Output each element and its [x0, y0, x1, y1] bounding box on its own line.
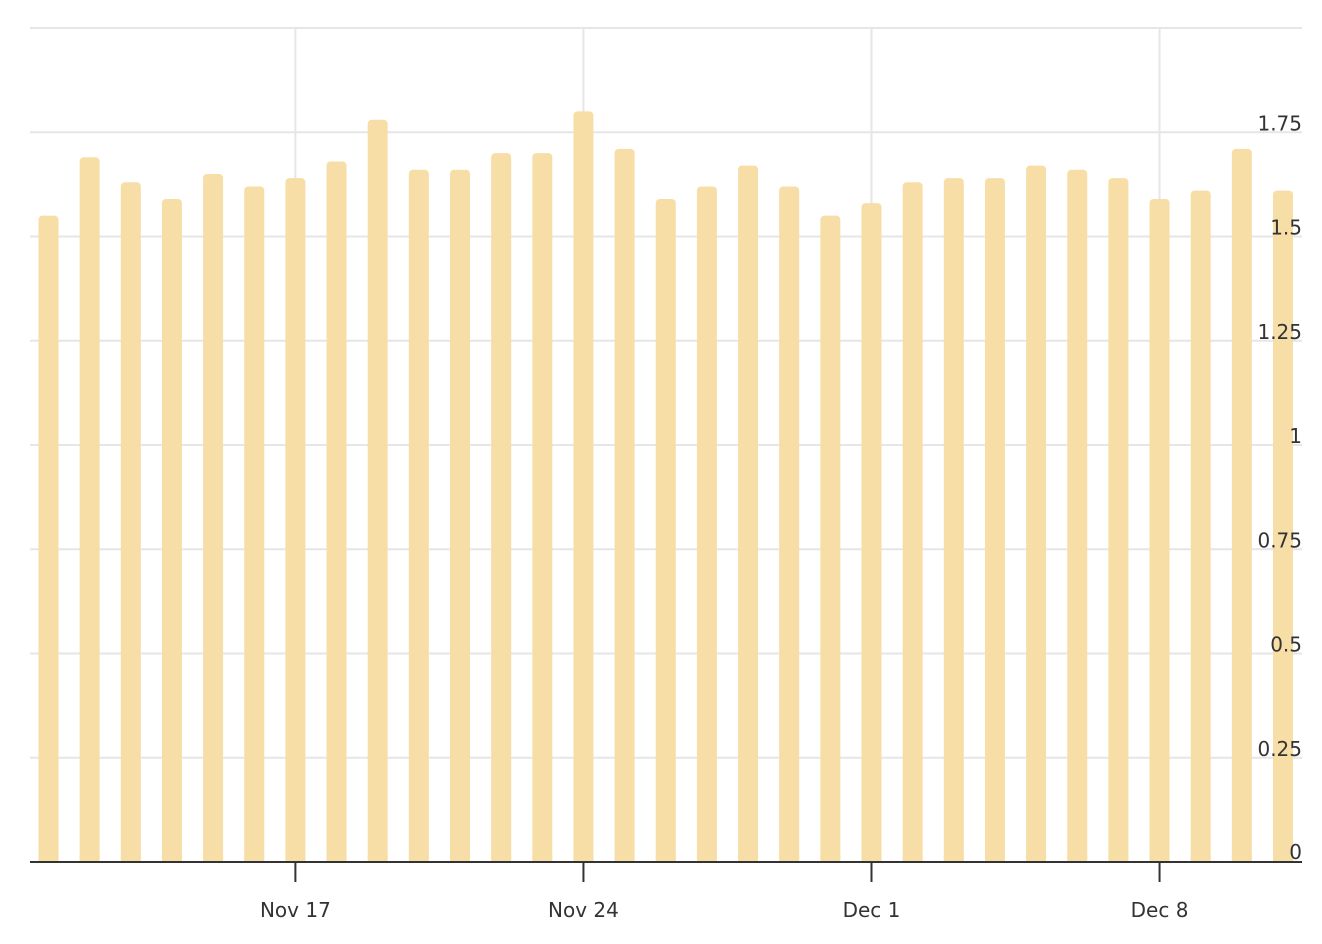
y-tick-label: 1.75 [1257, 111, 1302, 135]
bar [203, 173, 224, 862]
bar-base [367, 856, 388, 862]
x-tick-label: Nov 17 [260, 898, 331, 922]
y-tick-label: 1 [1289, 424, 1302, 448]
y-tick-label: 0.5 [1270, 633, 1302, 657]
y-tick-label: 1.25 [1257, 320, 1302, 344]
bar-base [203, 856, 224, 862]
bar [326, 161, 347, 862]
y-tick-label: 0.25 [1257, 737, 1302, 761]
bar-base [326, 856, 347, 862]
bar [79, 157, 100, 862]
bar [984, 178, 1005, 862]
bar [120, 182, 141, 863]
bar-base [79, 856, 100, 862]
bar [861, 203, 882, 862]
bar [655, 198, 676, 863]
bar-base [120, 856, 141, 862]
bar [779, 186, 800, 862]
x-tick-label: Dec 8 [1131, 898, 1189, 922]
bar [614, 148, 635, 862]
bar-base [779, 856, 800, 862]
bar [1067, 169, 1088, 862]
bar-base [573, 856, 594, 862]
bar-base [491, 856, 512, 862]
bar-base [984, 856, 1005, 862]
bar [38, 215, 59, 862]
bar [738, 165, 759, 863]
bar-base [38, 856, 59, 862]
bar-base [1108, 856, 1129, 862]
bar [491, 153, 512, 863]
bar [408, 169, 429, 862]
bar [1149, 198, 1170, 863]
bar-base [614, 856, 635, 862]
bar [161, 198, 182, 863]
bar-base [450, 856, 470, 862]
bar [1108, 178, 1129, 862]
bar-base [655, 856, 676, 862]
bar [1273, 190, 1293, 862]
bar-base [244, 856, 265, 862]
bar [573, 111, 594, 862]
bar-base [696, 856, 717, 862]
bar [367, 119, 388, 863]
x-tick-label: Dec 1 [843, 898, 901, 922]
bar-base [285, 856, 306, 862]
bar-base [1026, 856, 1047, 862]
bar-base [820, 856, 841, 862]
bar-base [532, 856, 553, 862]
bar-base [1149, 856, 1170, 862]
y-tick-label: 0.75 [1257, 528, 1302, 552]
bar-base [943, 856, 964, 862]
y-tick-label: 0 [1289, 840, 1302, 864]
bar [820, 215, 841, 862]
axis-layer: 0 0.25 0.5 0.75 1 1.25 1.5 1.75 Nov 17 Nov 24 Dec … [30, 111, 1302, 922]
bar [902, 182, 923, 863]
bar-base [1067, 856, 1088, 862]
bar [532, 153, 553, 863]
bar [244, 186, 265, 862]
y-tick-label: 1.5 [1270, 216, 1302, 240]
bar [943, 178, 964, 862]
bar-base [1273, 856, 1293, 862]
bar-base [408, 856, 429, 862]
x-tick-label: Nov 24 [548, 898, 619, 922]
bar [450, 169, 470, 862]
bar [1231, 148, 1252, 862]
bar-base [738, 856, 759, 862]
bar [285, 178, 306, 862]
bar-base [902, 856, 923, 862]
bar-base [1190, 856, 1211, 862]
bars-layer [38, 111, 1293, 863]
bar-base [861, 856, 882, 862]
bar [696, 186, 717, 862]
bar-base [161, 856, 182, 862]
bar-base [1231, 856, 1252, 862]
bar [1190, 190, 1211, 862]
bar [1026, 165, 1047, 863]
